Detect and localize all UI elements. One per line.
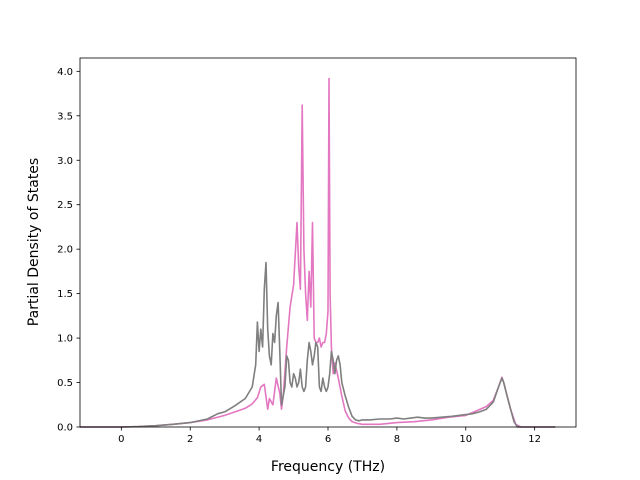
y-tick-label: 2.5 xyxy=(57,200,73,211)
x-tick-label: 10 xyxy=(459,434,472,445)
series-layer xyxy=(80,77,556,428)
plot-frame xyxy=(79,57,577,428)
y-axis-ticks: 0.0 0.5 1.0 1.5 2.0 2.5 3.0 3.5 4.0 xyxy=(57,67,80,434)
series-line-2 xyxy=(80,261,556,428)
x-tick-label: 4 xyxy=(256,434,262,445)
y-tick-label: 0.5 xyxy=(57,378,73,389)
x-tick-label: 12 xyxy=(528,434,541,445)
y-tick-label: 0.0 xyxy=(57,423,73,434)
y-tick-label: 1.0 xyxy=(57,334,73,345)
y-tick-label: 4.0 xyxy=(57,67,73,78)
y-axis-title: Partial Density of States xyxy=(26,158,42,326)
x-tick-label: 6 xyxy=(325,434,331,445)
x-axis-title: Frequency (THz) xyxy=(271,459,385,475)
y-tick-label: 3.0 xyxy=(57,156,73,167)
y-tick-label: 1.5 xyxy=(57,289,73,300)
y-tick-label: 2.0 xyxy=(57,245,73,256)
x-tick-label: 0 xyxy=(118,434,124,445)
x-tick-label: 8 xyxy=(394,434,400,445)
x-tick-label: 2 xyxy=(187,434,193,445)
x-axis-ticks: 0 2 4 6 8 10 12 xyxy=(118,427,541,445)
y-tick-label: 3.5 xyxy=(57,111,73,122)
